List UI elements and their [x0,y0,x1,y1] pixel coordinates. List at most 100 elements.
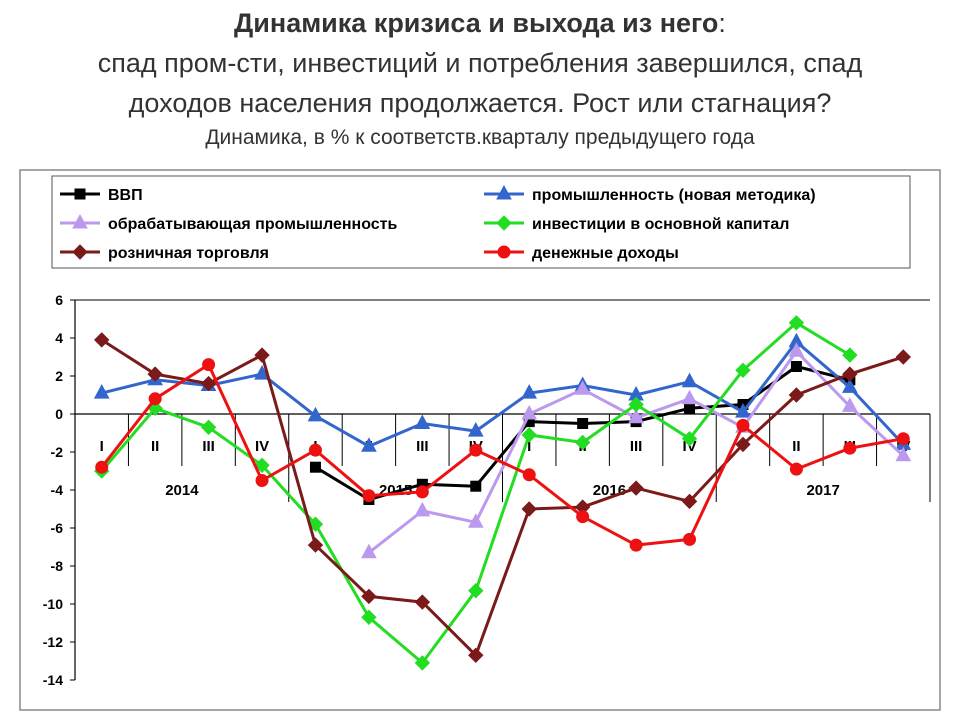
series-денежные-доходы-point [629,538,643,552]
series-денежные-доходы-point [469,443,483,457]
series-розничная-торговля-point [895,349,911,365]
chart-title: Динамика кризиса и выхода из него: [0,6,960,40]
series-промышленность-новая-методика-point [307,406,324,422]
series-промышленность-новая-методика-line [101,340,905,448]
series-обрабатывающая-промышленность-point [467,513,484,528]
series-обрабатывающая-промышленность-point [361,543,377,559]
series-промышленность-новая-методика-point [842,378,858,393]
series-розничная-торговля-point [735,436,751,453]
series-промышленность-новая-методика-point [414,414,431,429]
legend-item-промышленность-новая-методика-marker [496,184,512,200]
series-розничная-торговля-point [681,493,698,510]
series-денежные-доходы-point [789,462,803,476]
legend-item-денежные-доходы-label: денежные доходы [532,245,679,262]
y-tick-label: -12 [43,634,63,650]
series-обрабатывающая-промышленность-point [574,380,591,395]
series-розничная-торговля-point [521,501,537,517]
y-tick-label: -6 [51,520,64,536]
series-розничная-торговля-point [628,480,644,496]
series-розничная-торговля-point [361,588,377,605]
series-инвестиции-в-основной-капитал-point [788,315,805,331]
legend-item-денежные-доходы-marker [497,245,511,259]
legend-item-розничная-торговля-label: розничная торговля [108,245,269,262]
x-tick-label: IV [255,438,269,455]
series-розничная-торговля-point [414,594,431,610]
series-инвестиции-в-основной-капитал-point [521,427,537,443]
legend-item-инвестиции-в-основной-капитал: инвестиции в основной капитал [484,215,789,233]
series-промышленность-новая-методика-point [467,422,484,437]
series-обрабатывающая-промышленность-point [681,389,698,405]
series-промышленность-новая-методика-point [361,437,377,452]
y-tick-label: 2 [55,368,63,384]
y-tick-label: 4 [55,330,63,346]
y-tick-label: -2 [51,444,64,460]
legend-item-обрабатывающая-промышленность-label: обрабатывающая промышленность [108,216,397,233]
series-денежные-доходы-point [736,418,750,432]
series-ввп-point [309,461,321,473]
series-обрабатывающая-промышленность-point [414,501,431,517]
series-промышленность-новая-методика-point [735,403,751,418]
series-инвестиции-в-основной-капитал-point [254,457,270,474]
series-розничная-торговля-point [468,647,484,664]
series-ввп-point [577,418,589,429]
series-денежные-доходы-point [95,460,109,474]
legend-item-инвестиции-в-основной-капитал-marker [496,215,512,231]
series-розничная-торговля-point [307,537,324,553]
y-tick-label: -10 [43,596,63,612]
legend-box [51,175,911,269]
series-обрабатывающая-промышленность-point [521,404,538,420]
legend-item-обрабатывающая-промышленность: обрабатывающая промышленность [60,213,397,233]
series-розничная-торговля-point [788,387,805,403]
legend-item-промышленность-новая-методика-label: промышленность (новая методика) [532,187,816,204]
series-layer [93,315,912,671]
series-денежные-доходы-point [415,485,429,499]
series-обрабатывающая-промышленность-point [788,342,805,357]
series-розничная-торговля-point [94,332,110,348]
series-инвестиции-в-основной-капитал-point [842,347,858,363]
series-денежные-доходы-point [308,443,322,457]
series-ввп-point [684,402,696,414]
x-tick-label: III [202,438,215,455]
series-денежные-доходы [95,358,910,552]
chart-title-line-2: спад пром-сти, инвестиций и потребления … [97,48,863,78]
series-обрабатывающая-промышленность-point [895,446,912,462]
series-инвестиции-в-основной-капитал-point [468,582,484,599]
y-tick-label: -4 [51,482,64,498]
series-инвестиции-в-основной-капитал-point [628,396,644,413]
series-обрабатывающая-промышленность-point [628,408,644,424]
series-инвестиции-в-основной-капитал-point [361,609,377,626]
series-обрабатывающая-промышленность [361,342,912,559]
legend-item-розничная-торговля: розничная торговля [60,244,269,262]
y-tick-label: -14 [43,672,63,688]
series-денежные-доходы-point [362,489,376,503]
series-инвестиции-в-основной-капитал-point [735,362,751,379]
series-денежные-доходы-point [896,432,910,446]
series-розничная-торговля-point [200,375,217,392]
series-денежные-доходы-point [843,441,857,455]
legend: ВВП промышленность (новая методика) обраба… [60,184,816,262]
series-розничная-торговля-line [100,338,904,657]
series-розничная-торговля-point [254,347,270,363]
x-year-label: 2014 [165,482,199,499]
series-ввп-point [470,480,482,492]
series-инвестиции-в-основной-капитал-point [200,419,217,436]
series-розничная-торговля-point [842,366,858,382]
legend-item-ввп-label: ВВП [108,187,143,204]
series-денежные-доходы-point [148,392,162,406]
series-денежные-доходы-point [255,474,269,487]
series-инвестиции-в-основной-капитал-point [574,434,591,451]
x-tick-label: III [630,438,643,455]
legend-item-обрабатывающая-промышленность-marker [72,213,88,229]
x-tick-label: I [527,438,531,455]
series-промышленность-новая-методика-point [521,384,538,399]
x-tick-label: II [792,438,800,455]
x-tick-label: II [151,438,159,455]
chart-subtitle: Динамика, в % к соответств.кварталу пред… [205,126,755,149]
series-инвестиции-в-основной-капитал-point [414,655,431,671]
series-денежные-доходы-point [576,510,590,524]
y-tick-label: 0 [55,406,63,422]
series-денежные-доходы-point [202,358,216,372]
series-промышленность-новая-методика-point [93,384,110,399]
legend-item-розничная-торговля-marker [72,244,88,260]
chart-title-bold: Динамика кризиса и выхода из него [234,8,719,38]
